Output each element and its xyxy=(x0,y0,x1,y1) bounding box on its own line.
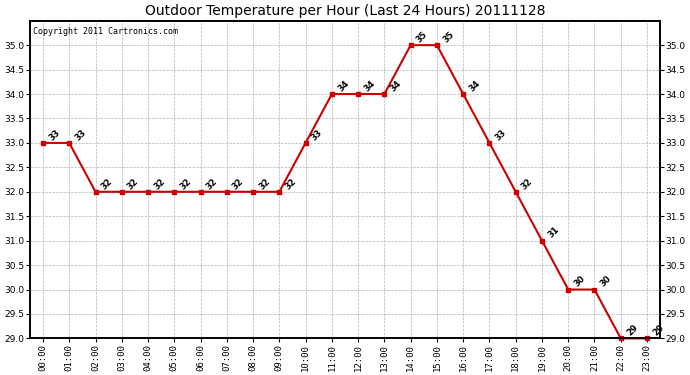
Text: 35: 35 xyxy=(441,30,455,44)
Text: 32: 32 xyxy=(520,176,535,191)
Text: 32: 32 xyxy=(179,176,193,191)
Title: Outdoor Temperature per Hour (Last 24 Hours) 20111128: Outdoor Temperature per Hour (Last 24 Ho… xyxy=(145,4,545,18)
Text: 33: 33 xyxy=(47,128,61,142)
Text: 32: 32 xyxy=(257,176,272,191)
Text: 32: 32 xyxy=(284,176,298,191)
Text: 29: 29 xyxy=(651,323,666,338)
Text: 30: 30 xyxy=(573,274,587,289)
Text: 30: 30 xyxy=(599,274,613,289)
Text: 29: 29 xyxy=(625,323,640,338)
Text: 35: 35 xyxy=(415,30,429,44)
Text: 33: 33 xyxy=(310,128,324,142)
Text: 33: 33 xyxy=(73,128,88,142)
Text: 34: 34 xyxy=(467,79,482,93)
Text: 32: 32 xyxy=(99,176,115,191)
Text: 34: 34 xyxy=(388,79,403,93)
Text: Copyright 2011 Cartronics.com: Copyright 2011 Cartronics.com xyxy=(33,27,178,36)
Text: 34: 34 xyxy=(336,79,351,93)
Text: 31: 31 xyxy=(546,225,561,240)
Text: 33: 33 xyxy=(493,128,508,142)
Text: 32: 32 xyxy=(205,176,219,191)
Text: 32: 32 xyxy=(126,176,141,191)
Text: 32: 32 xyxy=(231,176,246,191)
Text: 34: 34 xyxy=(362,79,377,93)
Text: 32: 32 xyxy=(152,176,167,191)
